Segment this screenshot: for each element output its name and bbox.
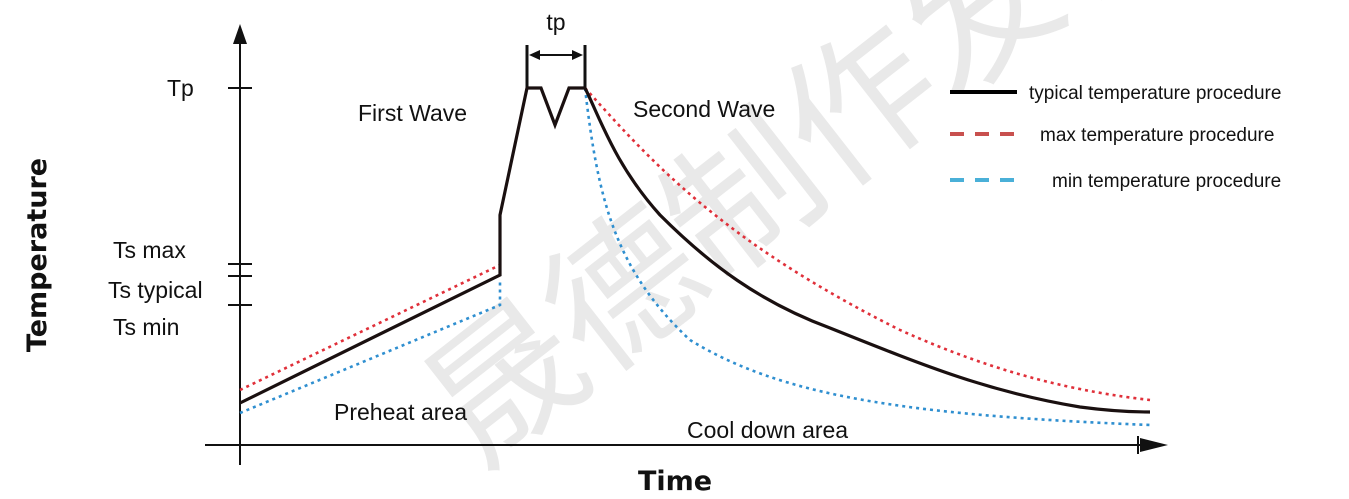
tp-right-arrow-icon xyxy=(572,50,583,60)
y-axis-title: Temperature xyxy=(22,158,53,352)
preheat-area-label: Preheat area xyxy=(334,399,467,425)
profile-curves xyxy=(239,86,1151,427)
tick-label-ts-max: Ts max xyxy=(113,237,186,263)
x-axis-title: Time xyxy=(638,466,712,497)
tp-dimension-marker xyxy=(525,45,587,88)
typical-temperature-curve xyxy=(239,86,1151,414)
max-temperature-curve xyxy=(239,87,1151,402)
tick-label-ts-typical: Ts typical xyxy=(108,277,203,303)
legend-label-min: min temperature procedure xyxy=(1052,171,1281,192)
tp-label: tp xyxy=(546,9,565,35)
y-ticks xyxy=(228,87,252,306)
y-axis-arrow-icon xyxy=(233,24,247,44)
tick-label-tp: Tp xyxy=(167,75,194,101)
legend: typical temperature procedure max temper… xyxy=(950,83,1281,192)
legend-label-typical: typical temperature procedure xyxy=(1029,83,1281,104)
cool-down-area-label: Cool down area xyxy=(687,417,848,443)
legend-label-max: max temperature procedure xyxy=(1040,125,1274,146)
x-axis-arrow-icon xyxy=(1140,438,1168,452)
first-wave-label: First Wave xyxy=(358,100,467,126)
tick-label-ts-min: Ts min xyxy=(113,314,179,340)
axes xyxy=(205,24,1168,465)
second-wave-label: Second Wave xyxy=(633,96,775,122)
min-temperature-curve xyxy=(239,87,1151,427)
tp-left-arrow-icon xyxy=(529,50,540,60)
